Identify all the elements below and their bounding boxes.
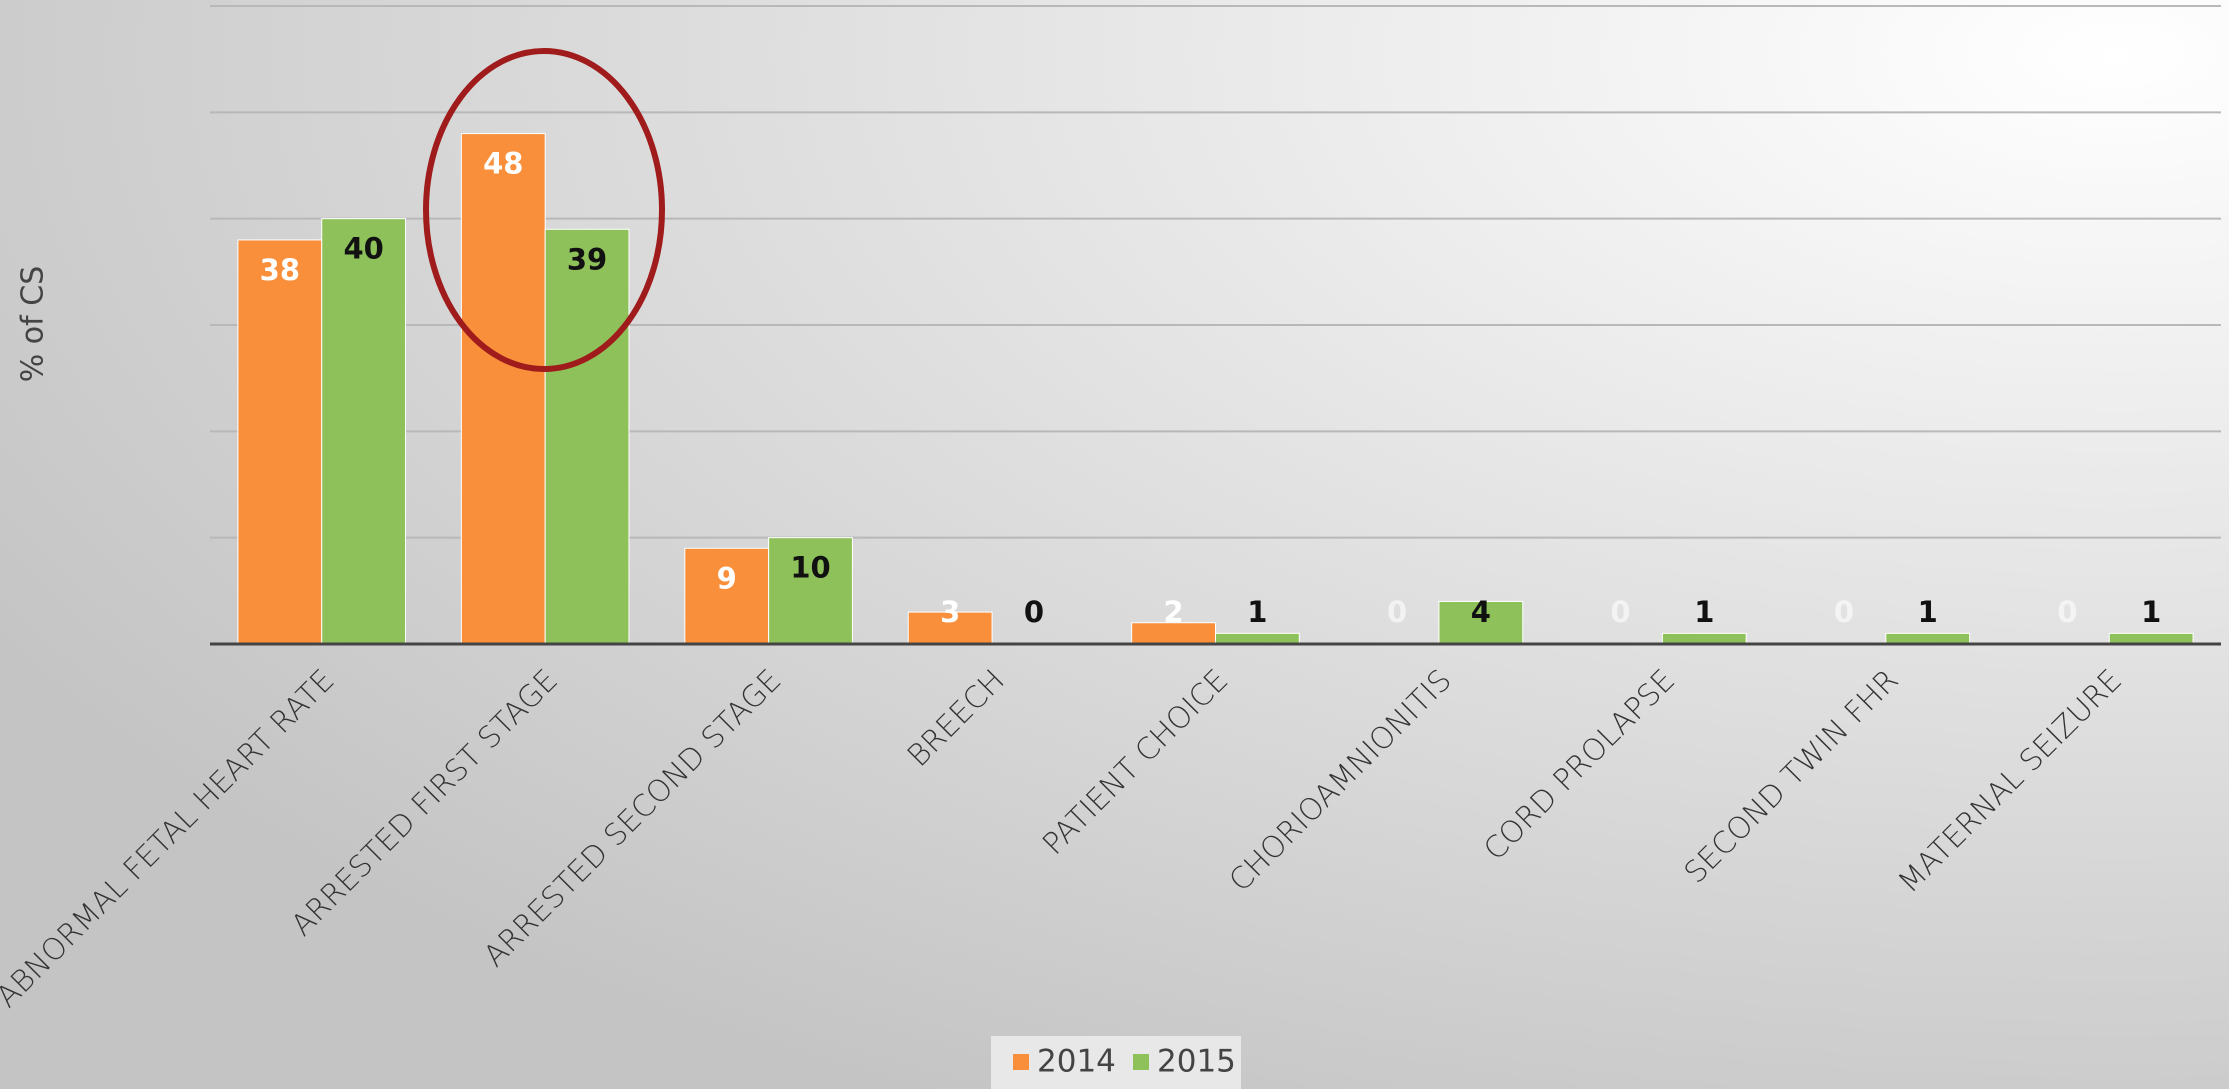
value-label: 1 xyxy=(1918,595,1938,629)
value-label: 1 xyxy=(1694,595,1714,629)
bar xyxy=(2108,632,2194,645)
legend-label: 2015 xyxy=(1157,1044,1236,1080)
value-label: 4 xyxy=(1471,595,1491,629)
value-label: 0 xyxy=(1024,595,1044,629)
value-label: 1 xyxy=(1247,595,1267,629)
value-label: 0 xyxy=(1387,595,1407,629)
bar xyxy=(1661,632,1747,645)
bar xyxy=(544,228,630,645)
y-axis-label: % of CS xyxy=(16,266,51,382)
value-label: 40 xyxy=(343,232,383,266)
value-label: 3 xyxy=(940,595,960,629)
value-label: 10 xyxy=(790,551,830,585)
highlight-ellipse xyxy=(423,48,665,372)
legend-label: 2014 xyxy=(1037,1044,1116,1080)
bar xyxy=(237,239,323,645)
bar xyxy=(768,537,853,645)
value-label: 0 xyxy=(1834,595,1854,629)
legend-swatch xyxy=(1013,1054,1029,1070)
value-label: 0 xyxy=(1610,595,1630,629)
value-label: 39 xyxy=(567,242,607,276)
value-label: 9 xyxy=(717,561,737,595)
value-label: 48 xyxy=(483,147,523,181)
legend-swatch xyxy=(1133,1054,1149,1070)
value-label: 38 xyxy=(260,253,300,287)
value-label: 2 xyxy=(1164,595,1184,629)
legend-box xyxy=(991,1036,1241,1089)
bar xyxy=(321,218,407,645)
bar xyxy=(460,133,546,645)
value-label: 1 xyxy=(2141,595,2161,629)
bar xyxy=(1885,632,1971,645)
bar xyxy=(1215,632,1300,645)
value-label: 0 xyxy=(2057,595,2077,629)
